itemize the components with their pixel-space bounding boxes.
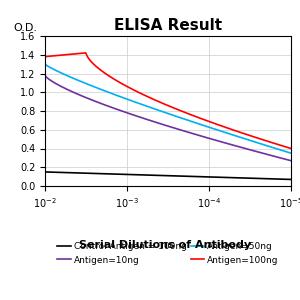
Legend: Control Antigen = 100ng, Antigen=10ng, Antigen=50ng, Antigen=100ng: Control Antigen = 100ng, Antigen=10ng, A… xyxy=(54,238,282,268)
Title: ELISA Result: ELISA Result xyxy=(114,18,222,33)
Text: Serial Dilutions of Antibody: Serial Dilutions of Antibody xyxy=(79,239,251,250)
Text: O.D.: O.D. xyxy=(13,23,37,33)
